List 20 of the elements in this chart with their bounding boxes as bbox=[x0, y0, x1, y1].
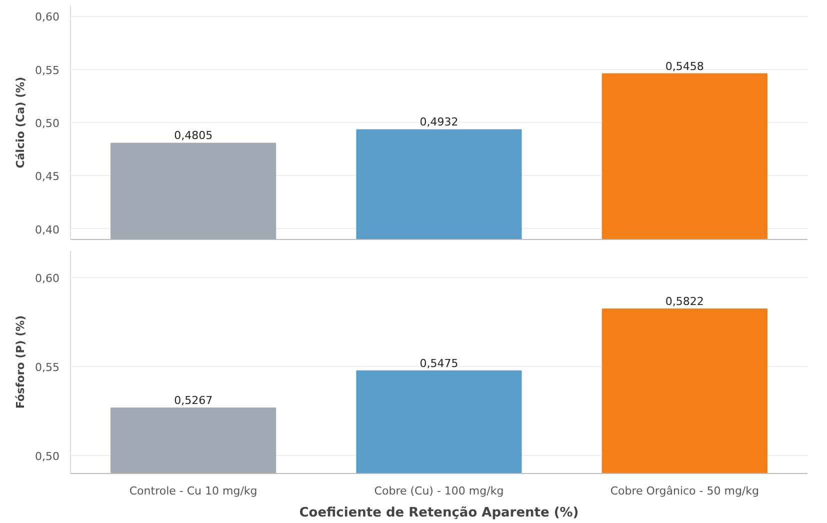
data-label: 0,5267 bbox=[174, 394, 213, 408]
data-label: 0,5458 bbox=[665, 60, 704, 73]
y-tick-label: 0,40 bbox=[35, 223, 60, 236]
data-label: 0,4932 bbox=[420, 116, 458, 129]
y-tick-label: 0,55 bbox=[35, 360, 60, 374]
y-tick-label: 0,60 bbox=[35, 272, 60, 285]
x-tick-label: Cobre (Cu) - 100 mg/kg bbox=[374, 484, 504, 498]
data-label: 0,5475 bbox=[420, 356, 458, 370]
y-axis-title: Cálcio (Ca) (%) bbox=[14, 76, 28, 168]
y-axis-title: Fósforo (P) (%) bbox=[14, 315, 28, 409]
data-label: 0,5822 bbox=[665, 295, 704, 308]
y-tick-label: 0,45 bbox=[35, 170, 60, 184]
y-tick-label: 0,55 bbox=[35, 64, 60, 77]
x-axis-title: Coeficiente de Retenção Aparente (%) bbox=[299, 506, 579, 520]
y-tick-label: 0,50 bbox=[35, 117, 60, 130]
x-tick-label: Cobre Orgânico - 50 mg/kg bbox=[610, 484, 760, 498]
x-tick-label: Controle - Cu 10 mg/kg bbox=[129, 484, 258, 498]
y-tick-label: 0,50 bbox=[35, 450, 60, 464]
y-tick-label: 0,60 bbox=[35, 10, 60, 24]
data-label: 0,4805 bbox=[174, 129, 213, 142]
